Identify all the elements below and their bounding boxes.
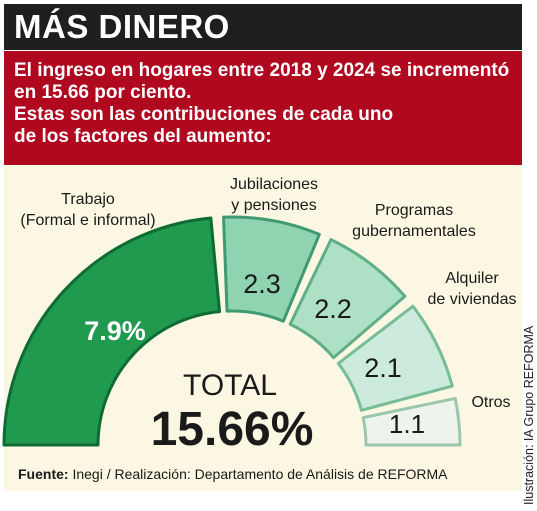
- page-title: MÁS DINERO: [14, 8, 230, 45]
- total-value: 15.66%: [151, 403, 314, 456]
- slice-value-jubilaciones: 2.3: [243, 269, 281, 299]
- slice-label-alquiler-line-1: Alquiler: [445, 270, 499, 287]
- slice-label-alquiler-line-2: de viviendas: [428, 291, 517, 308]
- slice-value-alquiler: 2.1: [364, 353, 402, 383]
- slice-label-trabajo-line-2: (Formal e informal): [20, 212, 155, 229]
- intro-line-1: El ingreso en hogares entre 2018 y 2024 …: [14, 60, 510, 81]
- illustration-credit: Ilustración: IA Grupo REFORMA: [522, 325, 536, 505]
- slice-value-otros: 1.1: [389, 409, 425, 439]
- slice-label-trabajo-line-1: Trabajo: [61, 191, 115, 208]
- segment-jubilaciones: [222, 215, 321, 323]
- intro-line-2: en 15.66 por ciento.: [14, 82, 192, 103]
- slice-label-jubilaciones-line-2: y pensiones: [231, 197, 316, 214]
- source-label: Fuente:: [18, 466, 69, 482]
- slice-value-programas: 2.2: [314, 294, 352, 324]
- slice-label-otros: Otros: [471, 394, 510, 411]
- chart-segments: [2, 215, 462, 447]
- segment-alquiler: [336, 304, 454, 412]
- source-text: Inegi / Realización: Departamento de Aná…: [72, 466, 448, 482]
- segment-trabajo: [2, 216, 222, 447]
- slice-label-programas-line-2: gubernamentales: [352, 223, 476, 240]
- segment-otros: [361, 396, 462, 447]
- total-label: TOTAL: [183, 369, 277, 402]
- chart-labels: Trabajo (Formal e informal) Jubilaciones…: [20, 176, 516, 456]
- title-bar: MÁS DINERO: [4, 4, 522, 50]
- intro-box: El ingreso en hogares entre 2018 y 2024 …: [4, 51, 522, 165]
- intro-line-4: de los factores del aumento:: [14, 126, 272, 147]
- slice-label-programas-line-1: Programas: [375, 202, 453, 219]
- slice-label-jubilaciones-line-1: Jubilaciones: [230, 176, 318, 193]
- slice-value-trabajo: 7.9%: [84, 316, 146, 346]
- intro-line-3: Estas son las contribuciones de cada uno: [14, 104, 394, 125]
- source-note: Fuente: Inegi / Realización: Departament…: [18, 466, 448, 482]
- segment-programas: [288, 238, 407, 360]
